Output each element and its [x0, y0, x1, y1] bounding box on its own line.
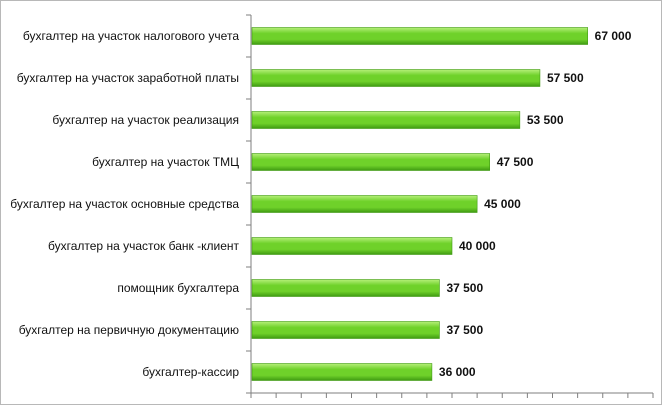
bar: [251, 153, 490, 171]
data-label: 67 000: [595, 29, 632, 43]
category-label: бухгалтер на участок реализация: [52, 113, 239, 127]
category-label: бухгалтер на участок основные средства: [10, 197, 239, 211]
category-label: бухгалтер на участок ТМЦ: [92, 155, 239, 169]
category-label: бухгалтер на участок заработной платы: [17, 71, 239, 85]
category-label: бухгалтер на первичную документацию: [19, 323, 239, 337]
data-label: 57 500: [547, 71, 584, 85]
bar: [251, 69, 541, 87]
data-label: 37 500: [446, 281, 483, 295]
label-layer: бухгалтер на участок налогового учета 67 …: [10, 29, 631, 379]
category-label: бухгалтер на участок налогового учета: [23, 29, 239, 43]
category-label: бухгалтер на участок банк -клиент: [48, 239, 239, 253]
bar-layer: [251, 27, 588, 381]
data-label: 37 500: [446, 323, 483, 337]
bar: [251, 279, 440, 297]
data-label: 47 500: [497, 155, 534, 169]
bar: [251, 363, 433, 381]
bar: [251, 321, 440, 339]
data-label: 36 000: [439, 365, 476, 379]
axis-layer: [246, 14, 654, 398]
bar: [251, 195, 478, 213]
category-label: бухгалтер-кассир: [142, 365, 239, 379]
bar: [251, 27, 588, 45]
data-label: 45 000: [484, 197, 521, 211]
bar: [251, 111, 521, 129]
category-label: помощник бухгалтера: [117, 281, 239, 295]
data-label: 40 000: [459, 239, 496, 253]
data-label: 53 500: [527, 113, 564, 127]
bar: [251, 237, 453, 255]
